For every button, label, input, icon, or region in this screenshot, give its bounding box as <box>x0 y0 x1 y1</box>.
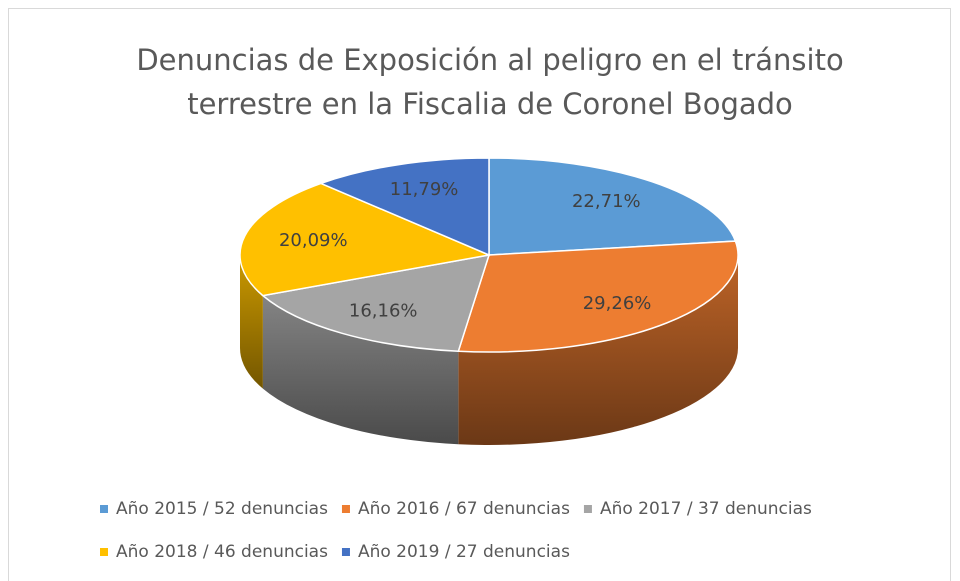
pie-slice <box>318 157 490 257</box>
legend-label: Año 2015 / 52 denuncias <box>116 499 328 519</box>
pie-side <box>240 255 263 389</box>
data-label: 16,16% <box>349 300 418 321</box>
pie-slice <box>457 240 739 353</box>
chart-title: terrestre en la Fiscalia de Coronel Boga… <box>187 87 793 121</box>
legend-label: Año 2018 / 46 denuncias <box>116 542 328 562</box>
legend-label: Año 2019 / 27 denuncias <box>358 542 570 562</box>
pie-slice <box>488 157 737 256</box>
pie-side <box>458 255 738 445</box>
legend-marker <box>100 505 108 513</box>
chart-title: Denuncias de Exposición al peligro en el… <box>136 43 843 77</box>
pie-slice <box>261 254 491 353</box>
data-label: 29,26% <box>583 293 652 314</box>
data-label: 11,79% <box>390 179 459 200</box>
legend-marker <box>341 548 350 556</box>
legend-marker <box>100 548 108 556</box>
pie-slice <box>239 182 492 297</box>
legend-marker <box>583 505 592 513</box>
data-label: 20,09% <box>279 230 348 251</box>
data-label: 22,71% <box>572 191 641 212</box>
pie-side <box>262 295 459 445</box>
legend-label: Año 2017 / 37 denuncias <box>600 499 812 519</box>
legend-marker <box>341 505 350 513</box>
legend-label: Año 2016 / 67 denuncias <box>358 499 570 519</box>
